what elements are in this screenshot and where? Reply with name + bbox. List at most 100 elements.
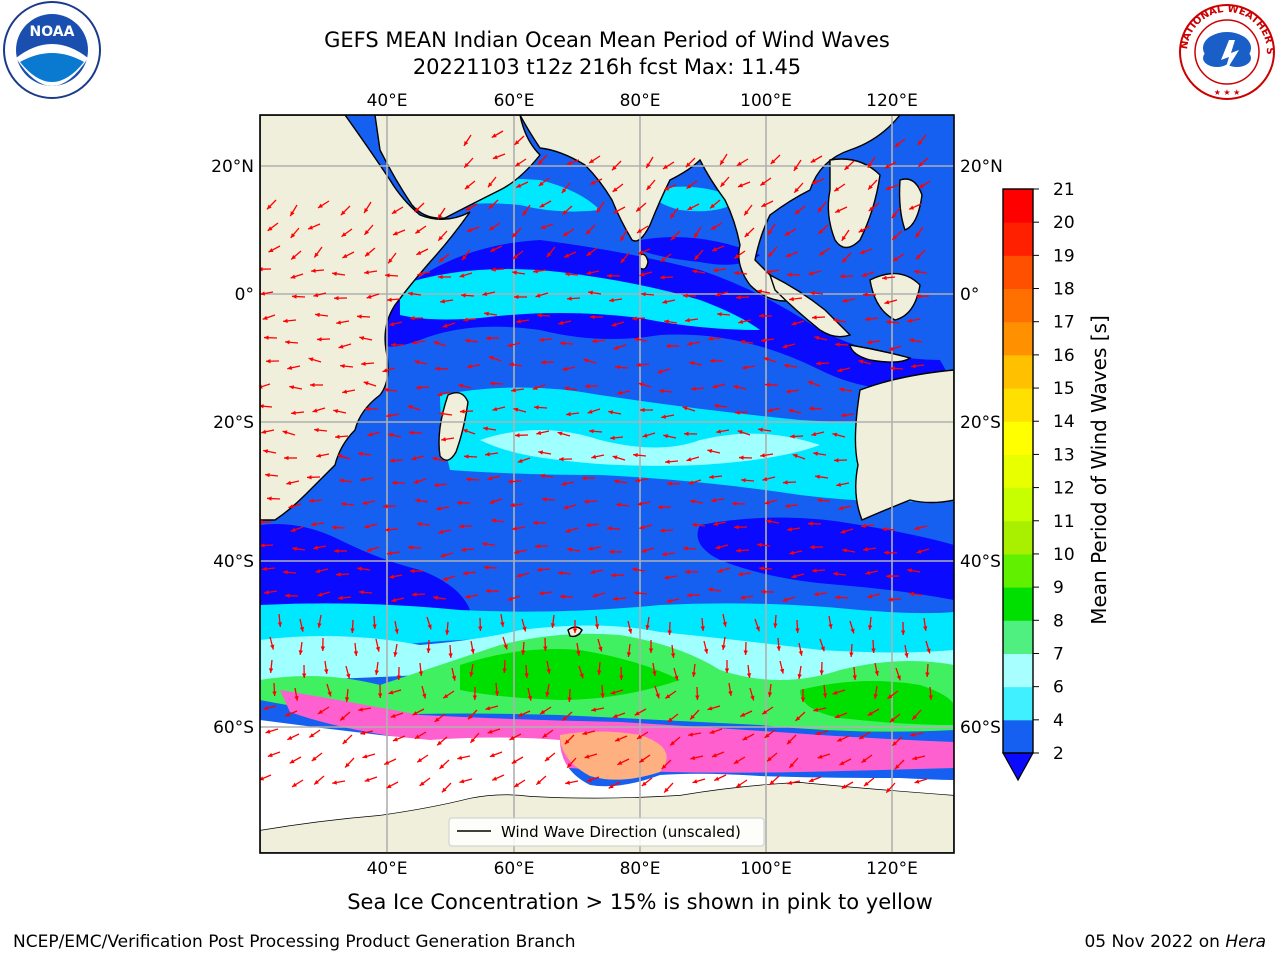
wind-wave-arrow-head xyxy=(459,779,465,784)
wind-wave-arrow-head xyxy=(687,593,692,598)
wind-wave-arrow-head xyxy=(512,526,518,531)
wind-wave-arrow-head xyxy=(485,452,490,457)
wind-wave-arrow-head xyxy=(690,755,696,761)
wind-wave-arrow-head xyxy=(317,709,323,714)
wind-wave-arrow-head xyxy=(692,269,698,274)
wind-wave-arrow-head xyxy=(662,164,668,169)
wind-wave-arrow-head xyxy=(815,474,820,479)
colorbar-segment xyxy=(1003,653,1033,688)
wind-wave-arrow-head xyxy=(507,342,513,348)
wind-wave-arrow-head xyxy=(448,653,453,658)
wind-wave-arrow-head xyxy=(867,625,873,630)
wind-wave-arrow-head xyxy=(738,319,744,324)
wind-wave-arrow-head xyxy=(291,782,297,787)
wind-wave-arrow-head xyxy=(361,361,366,366)
lat-tick-right: 40°S xyxy=(960,552,1001,572)
wind-wave-arrow-head xyxy=(586,522,591,528)
wind-wave-arrow-head xyxy=(542,497,547,502)
wind-wave-arrow-head xyxy=(266,358,271,364)
wind-wave-arrow-head xyxy=(787,272,792,277)
wind-wave-arrow-head xyxy=(852,675,857,680)
wind-wave-arrow-head xyxy=(509,362,514,367)
wind-wave-arrow-head xyxy=(692,522,697,528)
wind-wave-arrow-head xyxy=(670,653,676,658)
wind-wave-arrow-head xyxy=(332,780,338,785)
wind-wave-arrow-head xyxy=(491,133,497,138)
wind-wave-arrow-head xyxy=(396,675,402,680)
wind-wave-arrow-head xyxy=(311,268,316,273)
wind-wave-arrow-head xyxy=(762,476,768,482)
wind-wave-arrow-head xyxy=(767,408,773,413)
wind-wave-arrow-head xyxy=(362,754,368,759)
wind-wave-arrow-head xyxy=(285,712,291,717)
wind-wave-arrow-head xyxy=(463,571,468,576)
philippines-land xyxy=(898,178,923,231)
wind-wave-arrow-head xyxy=(822,693,828,698)
lon-tick-bottom: 120°E xyxy=(866,859,918,879)
colorbar-segment xyxy=(1003,520,1033,555)
wind-wave-arrow-head xyxy=(611,165,617,171)
wind-wave-arrow-head xyxy=(537,313,542,318)
wind-wave-arrow-head xyxy=(859,249,865,254)
wind-wave-arrow-head xyxy=(336,572,341,577)
colorbar-tick-label: 6 xyxy=(1053,678,1064,698)
wind-wave-arrow-head xyxy=(610,435,615,441)
wind-wave-arrow-head xyxy=(457,500,462,506)
wind-wave-arrow-head xyxy=(818,229,824,234)
wind-wave-arrow-head xyxy=(640,407,645,413)
wind-wave-arrow-head xyxy=(366,294,372,299)
colorbar-segment xyxy=(1003,421,1033,455)
wind-wave-arrow-head xyxy=(685,318,690,323)
wind-wave-arrow-head xyxy=(544,756,550,762)
wind-wave-arrow xyxy=(260,383,271,388)
wind-wave-arrow-head xyxy=(814,591,819,597)
wind-wave-arrow-head xyxy=(388,432,394,438)
wind-wave-arrow-head xyxy=(850,628,855,634)
colorbar-tick-label: 2 xyxy=(1053,744,1064,764)
wind-wave-arrow-head xyxy=(716,429,722,434)
wind-wave-arrow-head xyxy=(286,480,292,486)
cyan-band-equator xyxy=(400,268,760,330)
wind-wave-arrow-head xyxy=(787,527,792,532)
wind-wave-arrow-head xyxy=(390,458,395,463)
wind-wave-arrow-head xyxy=(334,295,339,301)
wind-wave-arrow-head xyxy=(711,247,717,252)
wind-wave-arrow-head xyxy=(469,671,474,677)
wind-wave-arrow-head xyxy=(661,414,667,419)
wind-wave-arrow-head xyxy=(411,456,417,461)
lon-tick-top: 40°E xyxy=(367,91,408,111)
wind-wave-arrow-head xyxy=(566,411,571,417)
wind-wave-arrow-head xyxy=(377,693,383,698)
wind-wave-arrow-head xyxy=(703,648,709,654)
wind-wave-arrow-head xyxy=(389,574,395,579)
sea-ice-note: Sea Ice Concentration > 15% is shown in … xyxy=(347,890,933,914)
wind-wave-arrow-head xyxy=(491,518,496,523)
wind-wave-arrow-head xyxy=(783,480,788,485)
wind-wave-arrow-head xyxy=(359,590,364,595)
lat-tick-left: 20°S xyxy=(213,413,254,433)
wind-wave-arrow-head xyxy=(732,501,737,506)
wind-wave-arrow-head xyxy=(760,181,766,186)
wind-wave-arrow-head xyxy=(294,695,299,701)
wind-wave-arrow-head xyxy=(558,570,563,576)
wind-wave-arrow-head xyxy=(833,318,839,323)
wind-wave-arrow-head xyxy=(683,293,688,299)
wind-wave-arrow-head xyxy=(592,593,598,598)
wind-wave-arrow-head xyxy=(667,481,672,486)
wind-wave-arrow-head xyxy=(884,300,890,305)
wind-wave-arrow-head xyxy=(760,453,765,458)
wind-wave-arrow-head xyxy=(563,231,569,237)
colorbar-segment xyxy=(1003,288,1033,323)
wind-wave-arrow-head xyxy=(417,521,422,527)
wind-wave-arrow-head xyxy=(664,186,670,191)
wind-wave-arrow-head xyxy=(385,527,390,532)
wind-wave-arrow-head xyxy=(597,670,602,675)
wind-wave-arrow-head xyxy=(914,269,919,275)
wind-wave-arrow-head xyxy=(735,410,740,415)
lon-tick-bottom: 40°E xyxy=(367,859,408,879)
wind-wave-arrow-head xyxy=(410,568,415,574)
wind-wave-arrow-head xyxy=(820,646,825,652)
lat-tick-right: 20°S xyxy=(960,413,1001,433)
wind-wave-arrow-head xyxy=(815,731,821,736)
wind-wave-arrow-head xyxy=(384,387,389,393)
